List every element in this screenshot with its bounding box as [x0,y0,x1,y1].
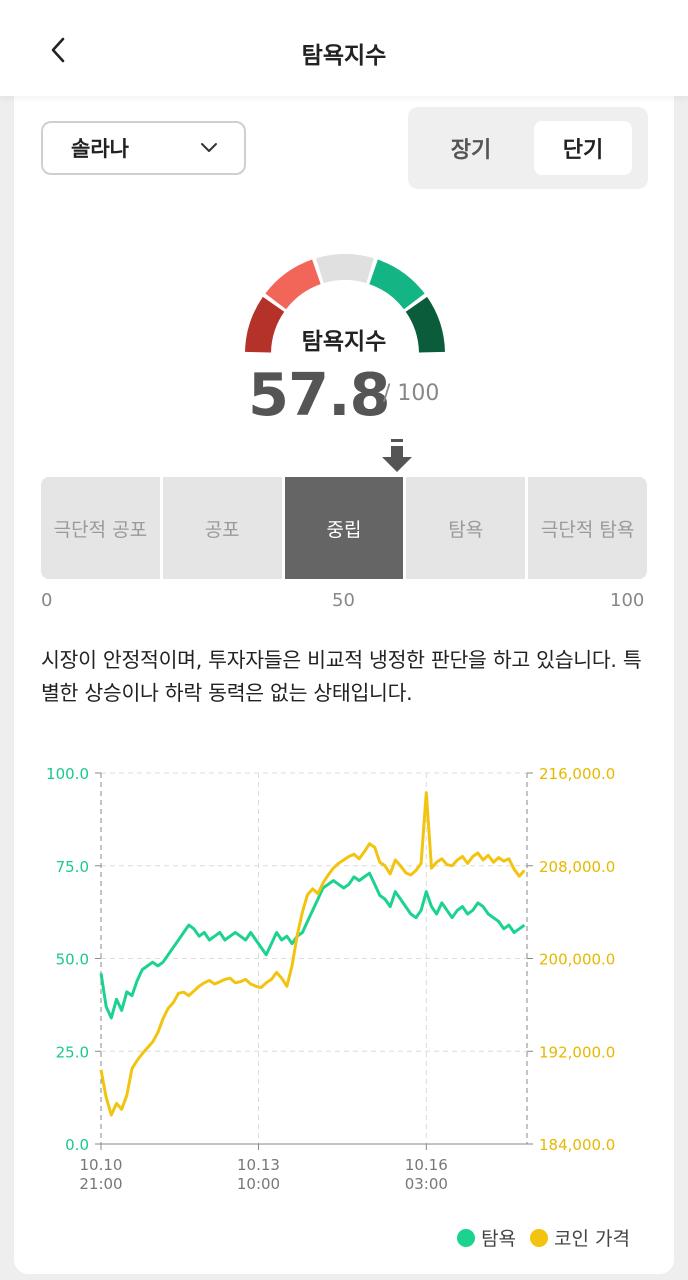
band-4: 극단적 탐욕 [528,477,647,579]
tab-long-term[interactable]: 장기 [450,138,492,163]
band-3: 탐욕 [406,477,529,579]
gauge-seg-extreme-greed [405,296,445,353]
legend-greed-dot [457,1228,476,1247]
greed-price-chart: 0.0 25.0 50.0 75.0 100.0 184,000.0 192,000.0 20… [46,765,615,1193]
arrow-down-icon [382,439,412,472]
x-tick-day: 10.13 [237,1156,280,1174]
x-tick-day: 10.10 [80,1156,123,1174]
x-tick-day: 10.16 [405,1156,448,1174]
scale-min: 0 [41,590,53,611]
gauge-label: 탐욕지수 [301,329,387,355]
y-left-tick-label: 100.0 [46,765,89,783]
x-tick-time: 03:00 [405,1175,448,1193]
back-button[interactable] [38,30,78,70]
y-right-tick-label: 184,000.0 [539,1136,615,1154]
x-tick-time: 21:00 [79,1175,122,1193]
legend-price-label: 코인 가격 [554,1228,630,1250]
chevron-down-icon [201,143,217,152]
y-left-tick-label: 0.0 [65,1136,89,1154]
band-0: 극단적 공포 [41,477,163,579]
gauge-seg-neutral [316,254,374,284]
series-greed-line [99,871,526,1020]
legend-greed-label: 탐욕 [481,1228,517,1250]
legend-price: 코인 가격 [530,1224,630,1251]
band-1: 공포 [162,477,285,579]
legend-greed: 탐욕 [457,1224,516,1251]
score-value: 57.8 [248,360,391,429]
score-max: / 100 [383,381,440,406]
scale-mid: 50 [332,590,355,611]
y-left-tick-label: 75.0 [56,858,89,876]
y-left-tick-label: 50.0 [56,951,89,969]
sentiment-description: 시장이 안정적이며, 투자자들은 비교적 냉정한 판단을 하고 있습니다. 특별… [41,648,642,705]
page-title: 탐욕지수 [301,43,387,69]
coin-select[interactable]: 솔라나 [41,121,246,175]
y-right-tick-label: 192,000.0 [539,1043,615,1061]
scale-max: 100 [610,590,645,611]
y-left-tick-label: 25.0 [56,1043,89,1061]
coin-select-label: 솔라나 [71,137,129,161]
y-right-tick-label: 200,000.0 [539,951,615,969]
chart-legend: 탐욕 코인 가격 [457,1224,630,1251]
content-card [14,96,674,1274]
x-tick-time: 10:00 [237,1175,280,1193]
gauge-seg-extreme-fear [245,296,285,353]
tab-short-term[interactable]: 단기 [534,121,632,175]
series-price-line [99,791,526,1117]
y-right-tick-label: 216,000.0 [539,765,615,783]
greed-gauge [245,254,445,353]
sentiment-bands: 극단적 공포 공포 중립 탐욕 극단적 탐욕 [41,477,647,579]
period-toggle: 장기 단기 [408,107,648,189]
legend-price-dot [530,1228,549,1247]
gauge-seg-greed [369,259,425,310]
app-header: 탐욕지수 [0,0,688,96]
band-2: 중립 [284,477,407,579]
chevron-left-icon [51,37,65,63]
y-right-tick-label: 208,000.0 [539,858,615,876]
score-readout: 57.8 / 100 [0,360,688,430]
gauge-seg-fear [265,259,321,310]
